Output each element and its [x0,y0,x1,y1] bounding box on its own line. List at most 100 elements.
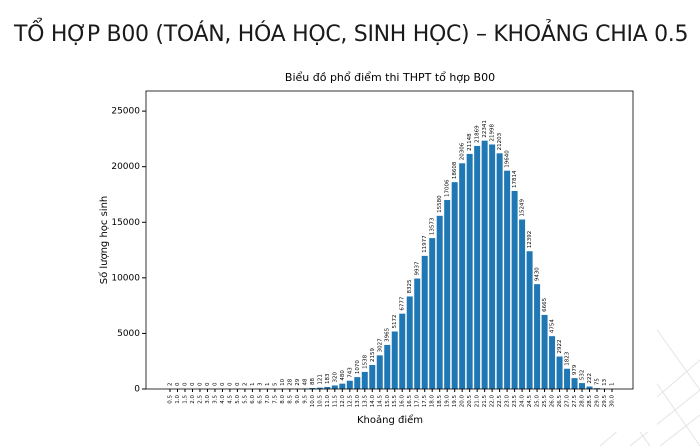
data-label: 183 [325,373,331,384]
x-tick-label: 20.5 [467,395,473,408]
bar [346,380,353,389]
x-tick-label: 1.0 [175,395,181,404]
data-label: 222 [587,373,593,384]
data-label: 0 [205,382,211,386]
bar [361,371,368,389]
bar [309,388,316,389]
bar [369,365,376,389]
data-label: 21869 [475,125,481,143]
x-tick-label: 25.0 [535,395,541,408]
y-tick-label: 5000 [117,329,140,339]
data-label: 320 [332,371,338,382]
data-label: 17006 [445,179,451,197]
data-label: 21148 [467,133,473,151]
bar [564,368,571,389]
x-tick-label: 5.0 [235,395,241,404]
x-tick-label: 7.0 [265,395,271,404]
data-label: 22341 [482,120,488,138]
data-label: 11977 [422,235,428,253]
bar [399,313,406,389]
x-tick-label: 20.0 [460,395,466,408]
y-tick-label: 0 [134,385,140,395]
x-tick-label: 5.5 [242,395,248,404]
x-tick-label: 11.0 [325,395,331,408]
bar [376,355,383,389]
x-tick-label: 3.5 [212,395,218,404]
bar [594,388,601,389]
data-label: 1 [610,382,616,386]
bar [556,356,563,389]
y-tick-label: 25000 [111,107,140,117]
data-label: 2159 [370,348,376,362]
x-tick-label: 27.5 [572,395,578,408]
x-tick-label: 7.5 [272,395,278,404]
data-label: 1538 [362,354,368,368]
bar [451,182,458,389]
data-label: 0 [190,382,196,386]
data-label: 3965 [385,327,391,341]
data-label: 13 [602,378,608,385]
bar [421,255,428,389]
data-label: 1823 [565,351,571,365]
data-label: 19640 [505,150,511,168]
x-tick-label: 6.5 [257,395,263,404]
data-label: 48 [302,378,308,385]
x-tick-label: 29.0 [595,395,601,408]
x-tick-label: 10.0 [310,395,316,408]
bar [339,383,346,389]
bar [459,163,466,389]
y-tick-label: 15000 [111,218,140,228]
data-label: 979 [572,364,578,375]
bar [436,215,443,389]
x-axis-label: Khoảng điểm [357,413,423,426]
x-tick-label: 21.0 [475,395,481,408]
data-label: 88 [310,378,316,385]
data-label: 29 [295,378,301,385]
data-label: 13573 [430,217,436,235]
x-tick-label: 25.5 [542,395,548,408]
x-tick-label: 9.0 [295,395,301,404]
x-tick-label: 18.0 [430,395,436,408]
bar [526,251,533,389]
bar [571,378,578,389]
data-label: 0 [235,382,241,386]
bar [384,344,391,389]
x-tick-label: 3.0 [205,395,211,404]
data-label: 18608 [452,161,458,179]
data-label: 6777 [400,296,406,310]
data-label: 0 [182,382,188,386]
bar [586,386,593,389]
x-tick-label: 8.0 [280,395,286,404]
data-label: 0 [197,382,203,386]
x-tick-label: 4.5 [227,395,233,404]
bar [579,383,586,389]
bar [331,385,338,389]
data-label: 12392 [527,231,533,249]
x-tick-label: 22.5 [497,395,503,408]
data-label: 75 [595,378,601,385]
data-label: 480 [340,370,346,381]
bar [496,153,503,389]
x-tick-label: 22.0 [490,395,496,408]
x-tick-label: 15.0 [385,395,391,408]
x-tick-label: 27.0 [565,395,571,408]
x-tick-label: 28.5 [587,395,593,408]
x-tick-label: 4.0 [220,395,226,404]
x-tick-label: 24.0 [520,395,526,408]
bar [354,377,361,389]
x-tick-label: 1.5 [182,395,188,404]
x-tick-label: 14.5 [377,395,383,408]
chart-title: Biểu đồ phổ điểm thi THPT tổ hợp B00 [285,71,495,84]
data-label: 9430 [535,267,541,281]
x-tick-label: 17.5 [422,395,428,408]
data-label: 3 [257,382,263,386]
x-tick-label: 18.5 [437,395,443,408]
bar [414,278,421,389]
bar [504,170,511,389]
x-tick-label: 13.0 [355,395,361,408]
x-tick-label: 9.5 [302,395,308,404]
x-tick-label: 28.0 [580,395,586,408]
data-label: 0 [220,382,226,386]
x-tick-label: 29.5 [602,395,608,408]
x-tick-label: 0.5 [168,395,174,404]
